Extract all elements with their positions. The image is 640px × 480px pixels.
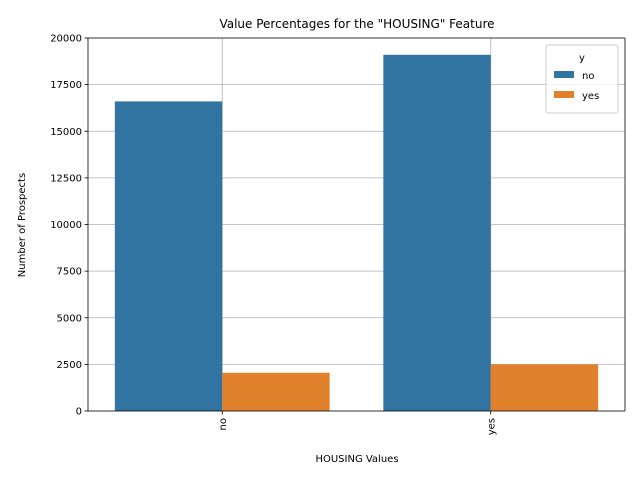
legend: y no yes — [545, 44, 619, 114]
y-tick-label: 17500 — [50, 80, 82, 91]
y-tick-label: 15000 — [50, 127, 82, 138]
legend-label-yes: yes — [582, 91, 599, 102]
y-tick-label: 10000 — [50, 220, 82, 231]
legend-label-no: no — [582, 71, 594, 82]
legend-title: y — [579, 53, 585, 64]
x-axis-label: HOUSING Values — [315, 454, 398, 465]
x-tick-label: yes — [486, 418, 497, 435]
bar-yes-no — [222, 372, 330, 411]
y-tick-label: 5000 — [57, 313, 82, 324]
y-tick-label: 20000 — [50, 34, 82, 45]
y-ticks: 0 2500 5000 7500 10000 12500 15000 17500 20000 — [50, 34, 88, 418]
y-tick-label: 12500 — [50, 173, 82, 184]
chart-title: Value Percentages for the "HOUSING" Feat… — [219, 17, 494, 31]
y-tick-label: 7500 — [57, 267, 82, 278]
bars — [114, 54, 599, 411]
bar-no-no — [114, 101, 223, 411]
legend-swatch-no — [554, 71, 574, 78]
bar-yes-yes — [490, 364, 599, 411]
y-tick-label: 0 — [76, 407, 82, 418]
x-ticks: no yes — [218, 411, 497, 435]
y-tick-label: 2500 — [57, 360, 82, 371]
x-tick-label: no — [218, 418, 229, 430]
legend-swatch-yes — [554, 91, 574, 98]
bar-no-yes — [383, 54, 491, 411]
y-axis-label: Number of Prospects — [17, 173, 28, 277]
